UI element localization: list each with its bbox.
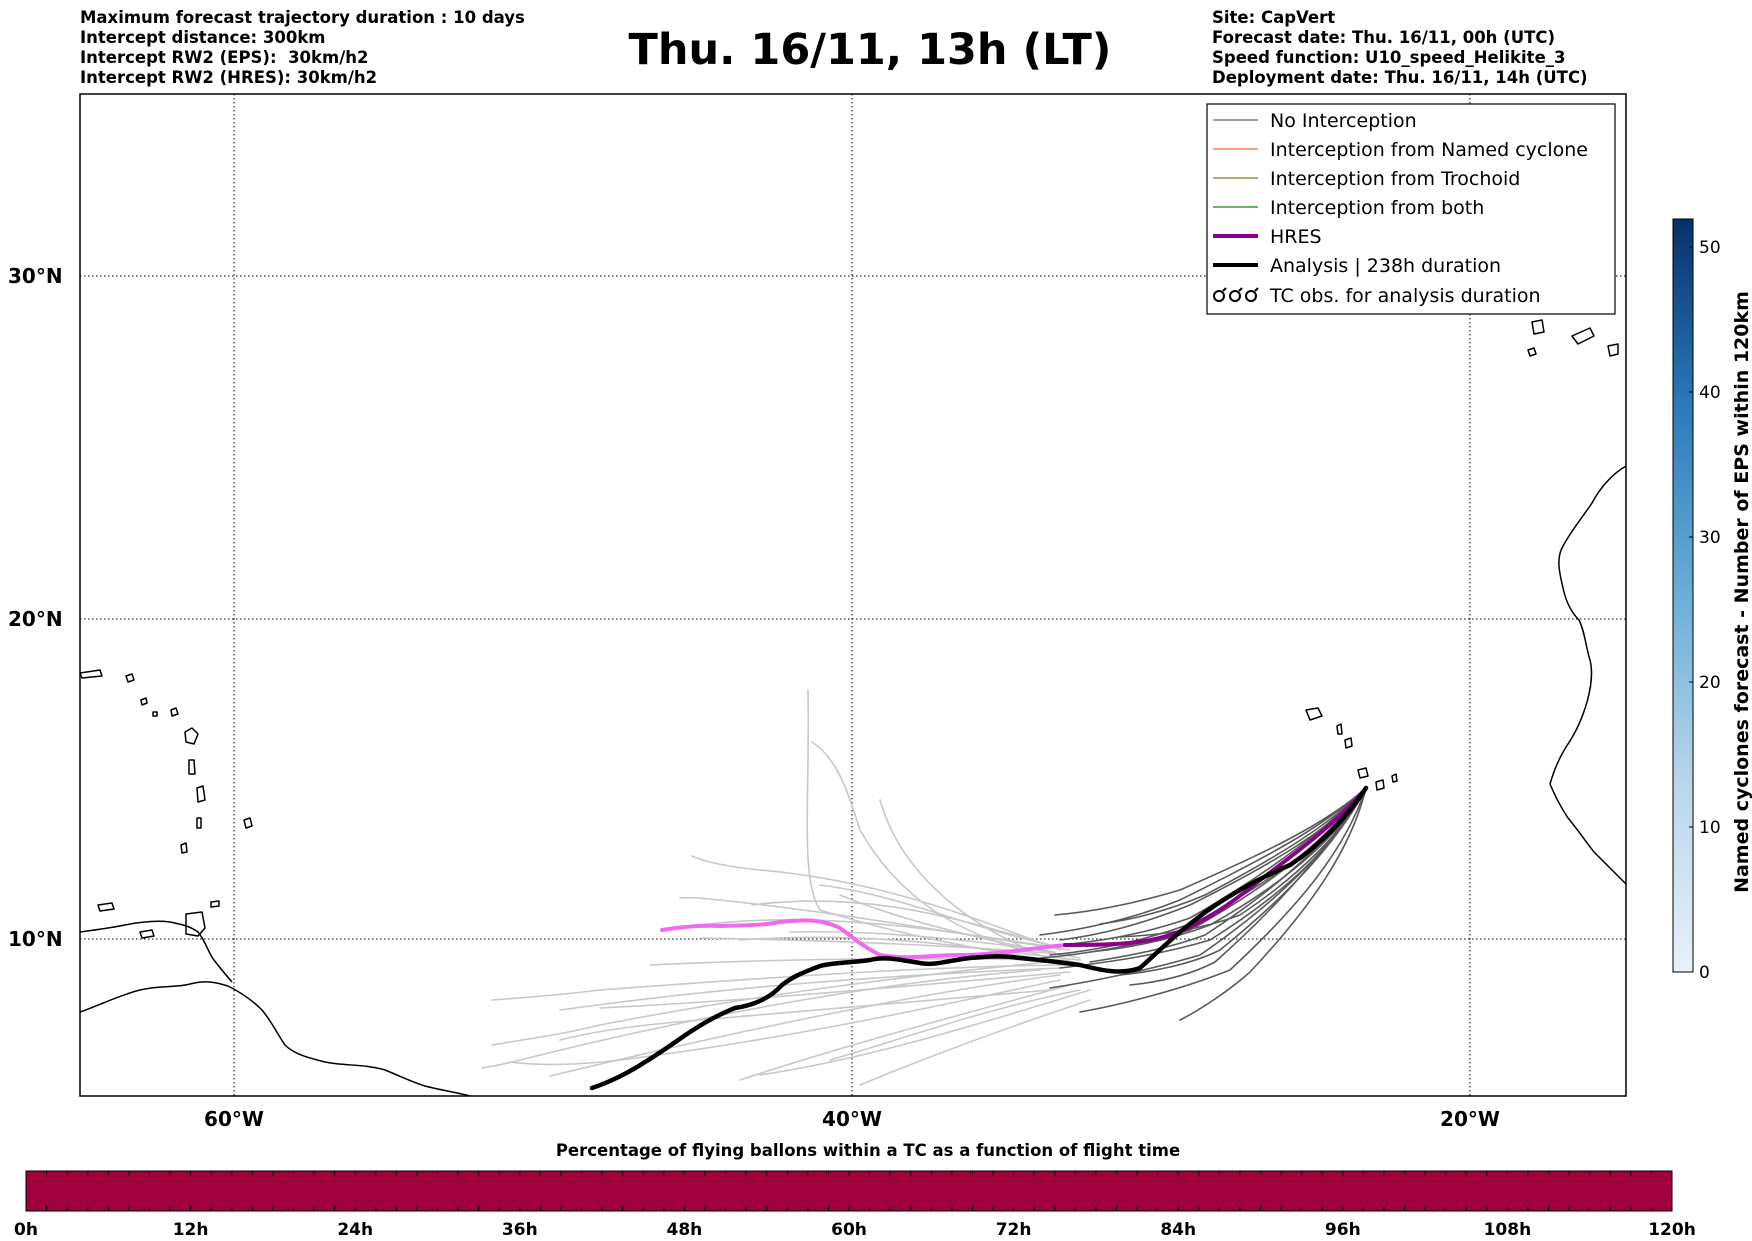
time-tick-48h: 48h bbox=[667, 1220, 703, 1240]
lat-label-10n: 10°N bbox=[8, 927, 63, 951]
grenada bbox=[180, 842, 188, 854]
site-text: Site: CapVert bbox=[1212, 8, 1336, 27]
cbar-tick-50: 50 bbox=[1699, 238, 1721, 258]
time-tick-108h: 108h bbox=[1484, 1220, 1532, 1240]
time-tick-120h: 120h bbox=[1648, 1220, 1696, 1240]
analysis-trajectory bbox=[589, 785, 1369, 1091]
time-tick-24h: 24h bbox=[337, 1220, 373, 1240]
flight-time-colorbar: Percentage of flying ballons within a TC… bbox=[14, 1141, 1696, 1240]
islets-b bbox=[170, 707, 179, 717]
speed-function-text: Speed function: U10_speed_Helikite_3 bbox=[1212, 48, 1566, 67]
eps-trajectories-dark bbox=[1039, 787, 1367, 1021]
legend-label-no-interception: No Interception bbox=[1270, 110, 1417, 132]
time-tick-12h: 12h bbox=[173, 1220, 209, 1240]
trinidad bbox=[185, 911, 206, 937]
forecast-settings: Maximum forecast trajectory duration : 1… bbox=[80, 8, 525, 88]
canary-islands bbox=[1527, 319, 1619, 357]
cbar-tick-30: 30 bbox=[1699, 528, 1721, 548]
west-africa-coast bbox=[1549, 465, 1626, 885]
lat-label-20n: 20°N bbox=[8, 607, 63, 631]
legend-box bbox=[1206, 103, 1616, 315]
time-tick-84h: 84h bbox=[1160, 1220, 1196, 1240]
guadeloupe bbox=[184, 727, 199, 745]
lat-label-30n: 30°N bbox=[8, 264, 63, 288]
max-duration-text: Maximum forecast trajectory duration : 1… bbox=[80, 8, 525, 27]
barbados bbox=[243, 817, 253, 829]
cyclone-colorbar-fill bbox=[1672, 218, 1694, 973]
coastlines bbox=[80, 319, 1626, 1096]
virgin-isles bbox=[125, 673, 135, 683]
deployment-date-text: Deployment date: Thu. 16/11, 14h (UTC) bbox=[1212, 68, 1588, 87]
hres-trajectory bbox=[660, 786, 1368, 960]
hres-faded-segment bbox=[660, 918, 1067, 960]
martinique bbox=[196, 785, 206, 803]
legend-label-tc-obs: TC obs. for analysis duration bbox=[1269, 285, 1541, 307]
legend-label-both: Interception from both bbox=[1270, 197, 1484, 219]
forecast-date-text: Forecast date: Thu. 16/11, 00h (UTC) bbox=[1212, 28, 1556, 47]
legend-label-hres: HRES bbox=[1270, 226, 1322, 248]
lon-label-40w: 40°W bbox=[822, 1107, 882, 1131]
intercept-rw2-hres-text: Intercept RW2 (HRES): 30km/h2 bbox=[80, 68, 378, 87]
cape-verde-islands bbox=[1305, 707, 1398, 791]
curacao bbox=[97, 902, 115, 912]
intercept-rw2-eps-text: Intercept RW2 (EPS): 30km/h2 bbox=[80, 48, 369, 67]
map-frame bbox=[79, 93, 1627, 1097]
south-america-coast bbox=[80, 981, 471, 1096]
cbar-tick-10: 10 bbox=[1699, 818, 1721, 838]
time-tick-60h: 60h bbox=[831, 1220, 867, 1240]
legend-label-analysis: Analysis | 238h duration bbox=[1270, 255, 1501, 277]
cbar-tick-20: 20 bbox=[1699, 673, 1721, 693]
cbar-tick-40: 40 bbox=[1699, 383, 1721, 403]
flight-time-colorbar-title: Percentage of flying ballons within a TC… bbox=[556, 1141, 1180, 1160]
time-tick-36h: 36h bbox=[502, 1220, 538, 1240]
lon-label-60w: 60°W bbox=[204, 1107, 264, 1131]
tc-obs-icon bbox=[1213, 287, 1259, 302]
eps-trajectories-light bbox=[481, 689, 1091, 1086]
venezuela-coast bbox=[80, 920, 233, 983]
margarita bbox=[139, 929, 155, 939]
legend-label-trochoid: Interception from Trochoid bbox=[1270, 168, 1520, 190]
st-lucia bbox=[196, 817, 202, 829]
time-tick-96h: 96h bbox=[1325, 1220, 1361, 1240]
time-tick-72h: 72h bbox=[996, 1220, 1032, 1240]
time-tick-0h: 0h bbox=[14, 1220, 38, 1240]
intercept-distance-text: Intercept distance: 300km bbox=[80, 28, 326, 47]
site-info: Site: CapVert Forecast date: Thu. 16/11,… bbox=[1212, 8, 1588, 88]
legend: No Interception Interception from Named … bbox=[1206, 103, 1616, 315]
cyclone-colorbar-label: Named cyclones forecast - Number of EPS … bbox=[1731, 291, 1752, 893]
map-title: Thu. 16/11, 13h (LT) bbox=[628, 25, 1112, 75]
lon-label-20w: 20°W bbox=[1440, 1107, 1500, 1131]
puerto-rico-area bbox=[80, 669, 103, 679]
legend-label-named-cyclone: Interception from Named cyclone bbox=[1270, 139, 1588, 161]
tobago bbox=[210, 900, 220, 908]
dominica bbox=[188, 759, 196, 775]
cbar-tick-0: 0 bbox=[1699, 963, 1710, 983]
islets-c bbox=[140, 697, 148, 706]
flight-time-colorbar-fill bbox=[25, 1170, 1673, 1212]
islets-a bbox=[152, 711, 158, 717]
hres-recent-segment bbox=[1063, 786, 1368, 947]
cyclone-colorbar: 0 10 20 30 40 50 Named cyclones forecast… bbox=[1672, 218, 1752, 983]
